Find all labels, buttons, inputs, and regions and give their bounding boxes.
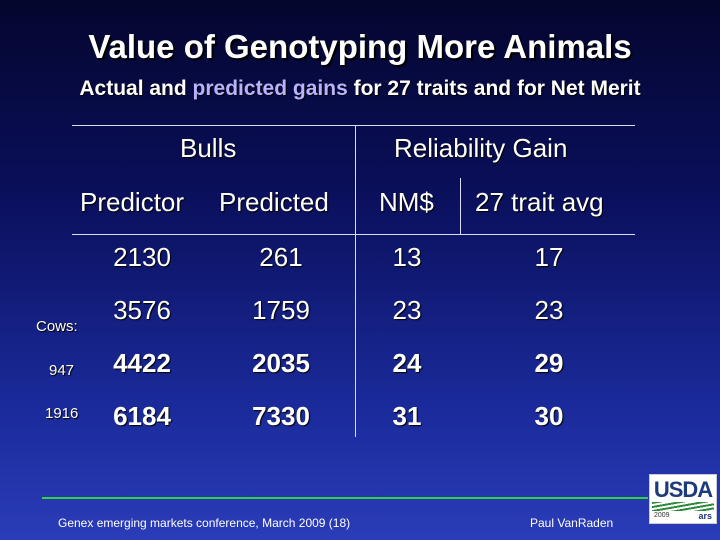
cell-predictor-row-2: 3576 (113, 295, 171, 325)
column-header-trait-avg: 27 trait avg (475, 187, 604, 217)
side-label-947: 947 (49, 362, 75, 379)
usda-logo: USDA 2009 ars (649, 474, 717, 524)
cell-predicted-row-1: 261 (259, 242, 303, 272)
group-header-bulls: Bulls (180, 133, 237, 163)
cell-predicted-row-3: 2035 (252, 348, 310, 378)
cell-nm-row-4: 31 (392, 401, 422, 431)
cell-avg-row-3: 29 (534, 348, 564, 378)
subtitle-prefix: Actual and (79, 77, 193, 100)
table-header-rule (72, 234, 635, 235)
footer-rule (42, 497, 648, 499)
footer-conference: Genex emerging markets conference, March… (58, 516, 351, 530)
logo-year: 2009 (654, 512, 670, 519)
subtitle-suffix: for 27 traits and for Net Merit (347, 77, 641, 100)
column-header-nm: NM$ (379, 187, 434, 217)
usda-logo-text: USDA (653, 477, 713, 502)
column-header-predictor: Predictor (80, 187, 185, 217)
cell-nm-row-1: 13 (392, 242, 422, 272)
cell-predictor-row-4: 6184 (113, 401, 171, 431)
cell-predictor-row-3: 4422 (113, 348, 171, 378)
cell-avg-row-4: 30 (534, 401, 564, 431)
side-label-cows: Cows: (36, 318, 78, 335)
table-top-rule (72, 125, 635, 126)
cell-predicted-row-4: 7330 (252, 401, 310, 431)
ars-logo-text: ars (698, 511, 712, 521)
group-header-reliability-gain: Reliability Gain (394, 133, 568, 163)
cell-nm-row-2: 23 (392, 295, 422, 325)
slide-title: Value of Genotyping More Animals (88, 28, 632, 65)
table-divider-sub (460, 178, 461, 234)
cell-predicted-row-2: 1759 (252, 295, 310, 325)
column-header-predicted: Predicted (219, 187, 329, 217)
cell-nm-row-3: 24 (392, 348, 422, 378)
side-label-1916: 1916 (45, 405, 79, 422)
cell-predictor-row-1: 2130 (113, 242, 171, 272)
table-divider-main (355, 125, 356, 437)
cell-avg-row-1: 17 (534, 242, 564, 272)
subtitle-highlight: predicted gains (192, 77, 348, 100)
footer-author: Paul VanRaden (530, 516, 614, 530)
cell-avg-row-2: 23 (534, 295, 564, 325)
usda-field-icon (652, 502, 714, 511)
slide-subtitle: Actual and predicted gains for 27 traits… (0, 77, 720, 101)
